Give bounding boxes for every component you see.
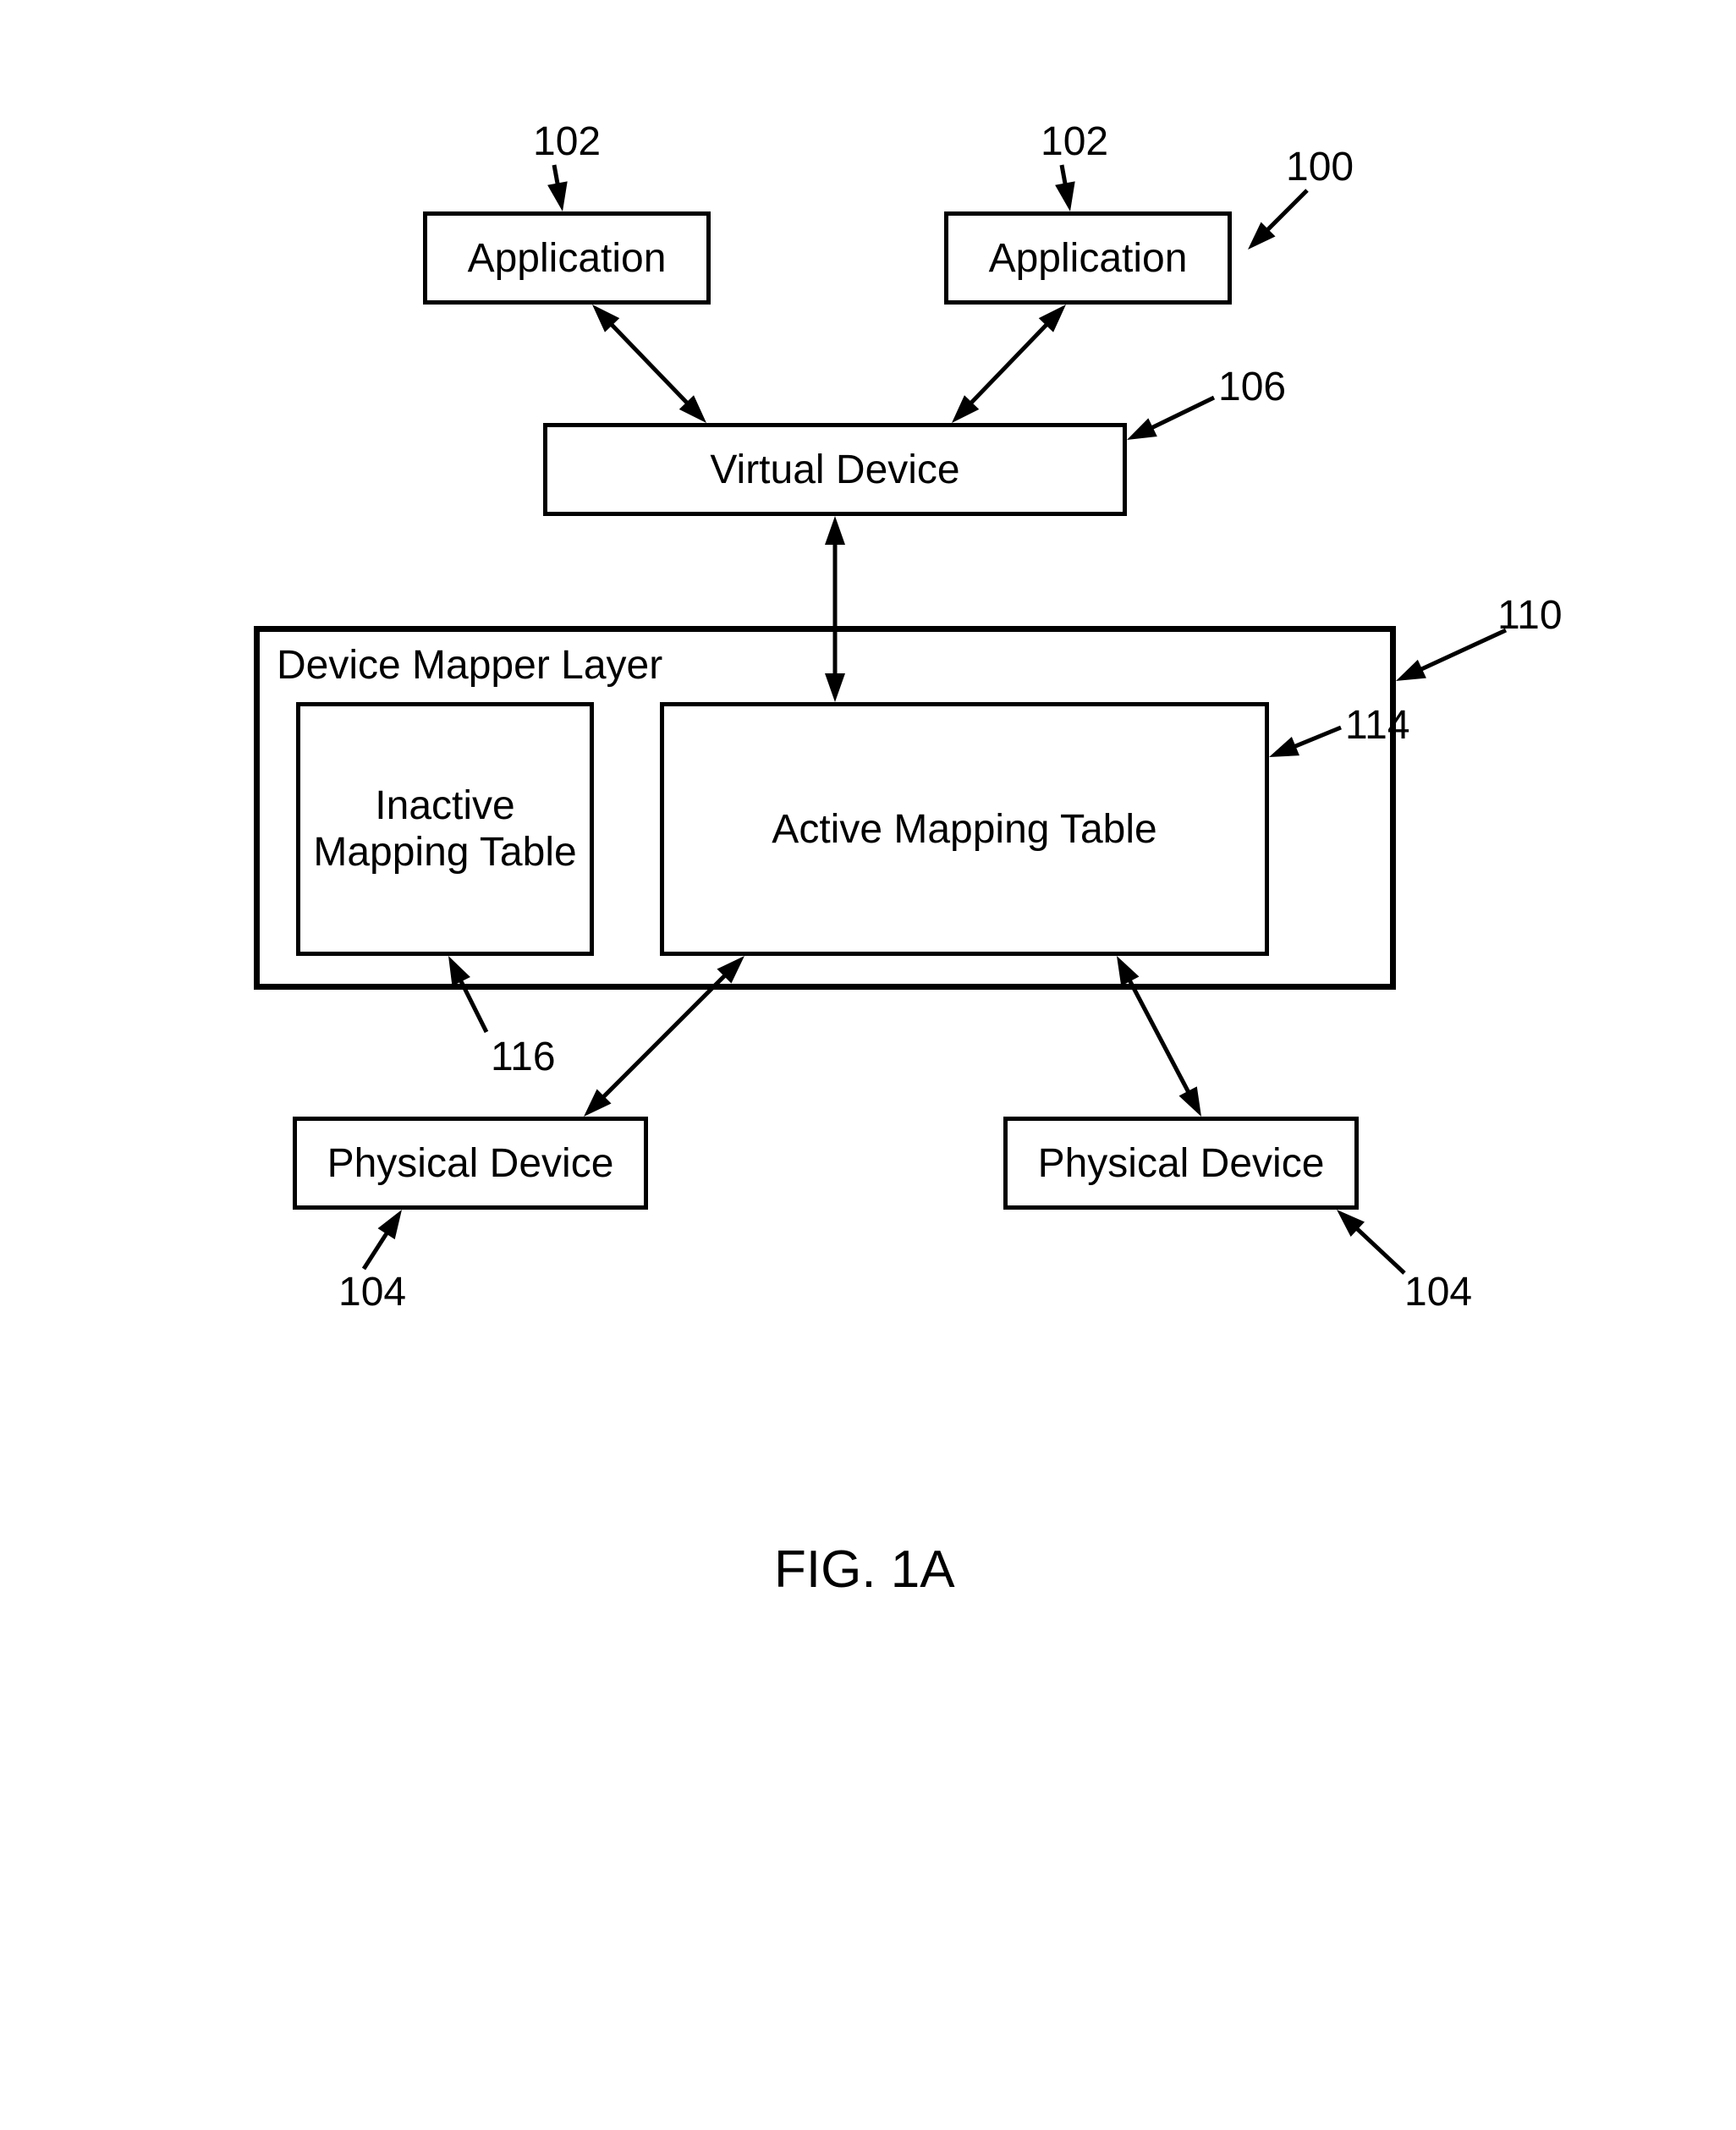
ref-label-102-left: 102 [533, 118, 601, 165]
physical-device-box-left: Physical Device [293, 1117, 648, 1210]
virtual-device-box: Virtual Device [543, 423, 1127, 516]
inactive-mapping-table-label: Inactive Mapping Table [300, 782, 590, 876]
ref-label-102-right: 102 [1041, 118, 1108, 165]
ref-label-110: 110 [1497, 592, 1563, 639]
ref-label-114: 114 [1345, 702, 1410, 749]
figure-label: FIG. 1A [774, 1540, 955, 1600]
ref-label-104-left: 104 [338, 1269, 406, 1315]
active-mapping-table-label: Active Mapping Table [772, 806, 1156, 853]
application-box-right: Application [944, 211, 1232, 305]
ref-label-100: 100 [1286, 144, 1354, 190]
active-mapping-table-box: Active Mapping Table [660, 702, 1269, 956]
physical-device-box-right: Physical Device [1003, 1117, 1359, 1210]
physical-device-label-right: Physical Device [1038, 1140, 1325, 1187]
ref-label-104-right: 104 [1404, 1269, 1472, 1315]
application-label-left: Application [468, 235, 667, 282]
arrow-layer [0, 0, 1736, 2130]
virtual-device-label: Virtual Device [710, 447, 959, 493]
ref-label-116: 116 [491, 1034, 556, 1080]
ref-label-106: 106 [1218, 364, 1286, 410]
physical-device-label-left: Physical Device [327, 1140, 614, 1187]
inactive-mapping-table-box: Inactive Mapping Table [296, 702, 594, 956]
application-box-left: Application [423, 211, 711, 305]
device-mapper-layer-label: Device Mapper Layer [277, 642, 662, 689]
application-label-right: Application [989, 235, 1188, 282]
diagram-stage: Device Mapper Layer Inactive Mapping Tab… [0, 0, 1736, 2130]
